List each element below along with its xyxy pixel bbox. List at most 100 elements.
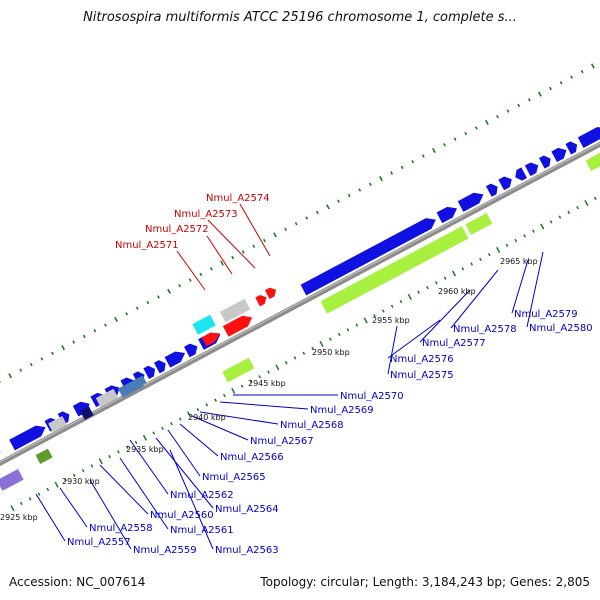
inner-tick-mark bbox=[576, 206, 579, 210]
leader-line-blue bbox=[59, 487, 88, 528]
inner-tick-mark bbox=[407, 293, 412, 300]
leader-line-blue bbox=[511, 259, 529, 314]
gene-label-red: Nmul_A2573 bbox=[174, 209, 238, 220]
outer-tick-mark bbox=[443, 143, 446, 147]
inner-tick-mark bbox=[451, 270, 457, 277]
inner-tick-mark bbox=[319, 340, 324, 347]
inner-tick-mark bbox=[496, 246, 501, 253]
genome-map[interactable]: 2925 kbp 2930 kbp 2935 kbp 2940 kbp 2945 kbp… bbox=[0, 0, 600, 570]
inner-tick-mark bbox=[328, 337, 332, 341]
inner-tick-mark bbox=[479, 257, 482, 262]
navy-gene bbox=[80, 406, 94, 420]
outer-tick-mark bbox=[326, 204, 330, 210]
gene-labels[interactable]: Nmul_A2574 Nmul_A2573 Nmul_A2572 Nmul_A2571… bbox=[67, 193, 593, 556]
forward-cds bbox=[551, 147, 567, 163]
inner-tick-mark bbox=[108, 454, 111, 459]
forward-cds bbox=[9, 425, 46, 451]
inner-tick-mark bbox=[487, 253, 491, 257]
outer-tick-mark bbox=[464, 131, 468, 136]
genome-summary-text: Topology: circular; Length: 3,184,243 bp… bbox=[260, 575, 590, 589]
gene-label-blue: Nmul_A2578 bbox=[453, 324, 517, 335]
leader-line-blue bbox=[419, 289, 471, 343]
outer-tick-mark bbox=[432, 147, 436, 154]
gene-label-blue: Nmul_A2580 bbox=[529, 323, 593, 334]
forward-cds bbox=[143, 365, 156, 379]
gene-features[interactable] bbox=[0, 109, 600, 502]
outer-tick-mark bbox=[61, 345, 65, 351]
inner-tick-track bbox=[10, 196, 597, 512]
tick-label: 2960 kbp bbox=[438, 287, 476, 296]
outer-tick-mark bbox=[8, 373, 12, 379]
outer-tick-mark bbox=[273, 232, 277, 238]
inner-tick-mark bbox=[505, 243, 509, 247]
inner-tick-mark bbox=[37, 492, 41, 496]
leader-line-blue bbox=[199, 411, 279, 425]
leader-line-blue bbox=[387, 325, 398, 375]
inner-tick-mark bbox=[549, 220, 553, 224]
outer-tick-mark bbox=[294, 222, 298, 226]
leader-line-blue bbox=[99, 464, 149, 515]
outer-tick-mark bbox=[517, 103, 521, 108]
outer-tick-mark bbox=[220, 260, 224, 266]
gene-label-blue: Nmul_A2561 bbox=[170, 525, 234, 536]
gene-label-red: Nmul_A2572 bbox=[145, 224, 209, 235]
outer-tick-mark bbox=[485, 119, 489, 125]
inner-tick-mark bbox=[90, 464, 94, 468]
tick-label: 2935 kbp bbox=[126, 445, 164, 454]
leader-line-blue bbox=[155, 437, 214, 509]
forward-cds bbox=[72, 401, 90, 417]
purple-feature bbox=[0, 469, 24, 491]
inner-tick-mark bbox=[355, 323, 359, 327]
inner-tick-mark bbox=[81, 468, 85, 473]
tick-label: 2945 kbp bbox=[248, 379, 286, 388]
inner-tick-mark bbox=[178, 417, 182, 421]
forward-cds bbox=[565, 141, 578, 155]
forward-cds bbox=[498, 176, 512, 191]
outer-tick-mark bbox=[421, 154, 425, 158]
inner-tick-mark bbox=[19, 501, 23, 506]
outer-tick-mark bbox=[157, 295, 160, 299]
forward-cds bbox=[154, 360, 166, 374]
leader-line-blue bbox=[129, 439, 169, 495]
reverse-cds bbox=[524, 162, 539, 177]
inner-tick-mark bbox=[249, 379, 253, 384]
inner-tick-mark bbox=[540, 223, 545, 230]
forward-cds bbox=[436, 206, 458, 224]
inner-tick-mark bbox=[64, 478, 67, 482]
outer-tick-mark bbox=[29, 362, 33, 367]
forward-cds bbox=[538, 155, 551, 169]
outer-tick-mark bbox=[72, 340, 76, 344]
inner-tick-mark bbox=[117, 450, 120, 454]
forward-cds bbox=[300, 218, 436, 296]
outer-tick-mark bbox=[188, 278, 192, 282]
inner-tick-mark bbox=[10, 505, 15, 512]
outer-tick-mark bbox=[527, 98, 531, 102]
leader-line-red bbox=[206, 235, 233, 275]
outer-tick-mark bbox=[241, 250, 245, 254]
outer-tick-mark bbox=[262, 238, 266, 243]
inner-tick-mark bbox=[417, 290, 421, 294]
inner-tick-mark bbox=[267, 370, 270, 374]
inner-tick-mark bbox=[399, 299, 403, 304]
outer-tick-mark bbox=[390, 171, 393, 175]
inner-tick-mark bbox=[346, 328, 350, 332]
inner-tick-mark bbox=[593, 196, 597, 201]
leader-line-blue bbox=[219, 401, 309, 410]
accession-text: Accession: NC_007614 bbox=[9, 575, 146, 589]
outer-tick-mark bbox=[559, 81, 563, 85]
gene-label-blue: Nmul_A2559 bbox=[133, 545, 197, 556]
gene-label-blue: Nmul_A2562 bbox=[170, 490, 234, 501]
gene-label-blue: Nmul_A2577 bbox=[422, 338, 486, 349]
outer-tick-mark bbox=[199, 272, 203, 277]
inner-tick-mark bbox=[205, 403, 209, 407]
steel-gene bbox=[133, 375, 147, 388]
outer-tick-mark bbox=[368, 182, 372, 186]
leader-line-red bbox=[239, 203, 271, 257]
leader-line-blue bbox=[167, 429, 201, 477]
grey-gene bbox=[95, 388, 119, 408]
outer-tick-mark bbox=[104, 323, 107, 327]
inner-tick-mark bbox=[443, 276, 447, 280]
cyan-gene bbox=[192, 314, 216, 335]
outer-tick-mark bbox=[474, 126, 478, 130]
outer-tick-mark bbox=[379, 176, 383, 182]
